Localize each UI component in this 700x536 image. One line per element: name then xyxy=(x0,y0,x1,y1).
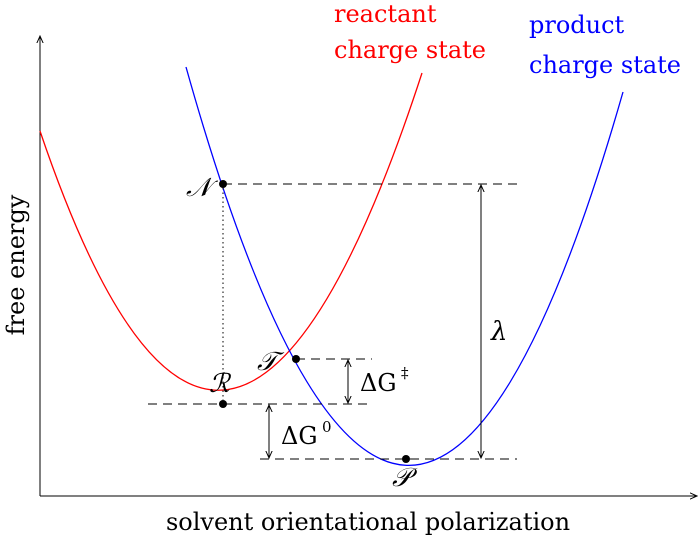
reaction-energy-sup: 0 xyxy=(322,418,332,436)
reaction-energy-label: ΔG 0 xyxy=(281,418,332,450)
point-T-label: 𝒯 xyxy=(257,347,285,377)
point-R xyxy=(219,400,227,408)
activation-energy-label: ΔG ‡ xyxy=(360,364,409,397)
point-N xyxy=(219,180,227,188)
point-N-label: 𝒩 xyxy=(186,173,219,203)
point-T xyxy=(292,355,300,363)
lambda-label: λ xyxy=(490,317,507,347)
activation-energy-base: ΔG xyxy=(360,369,397,397)
reactant-curve-label-line1: reactant xyxy=(334,0,437,28)
point-R-label: ℛ xyxy=(209,369,232,399)
product-curve-label-line1: product xyxy=(529,11,625,39)
x-axis-label: solvent orientational polarization xyxy=(166,508,570,536)
activation-energy-sup: ‡ xyxy=(401,364,409,382)
reaction-energy-base: ΔG xyxy=(281,422,318,450)
product-curve-label-line2: charge state xyxy=(529,51,681,79)
product-curve xyxy=(185,66,624,466)
reactant-curve-label-line2: charge state xyxy=(334,36,486,64)
point-P-label: 𝒫 xyxy=(392,463,418,493)
point-P xyxy=(402,455,410,463)
reactant-curve xyxy=(39,72,423,391)
y-axis-label: free energy xyxy=(2,194,30,335)
